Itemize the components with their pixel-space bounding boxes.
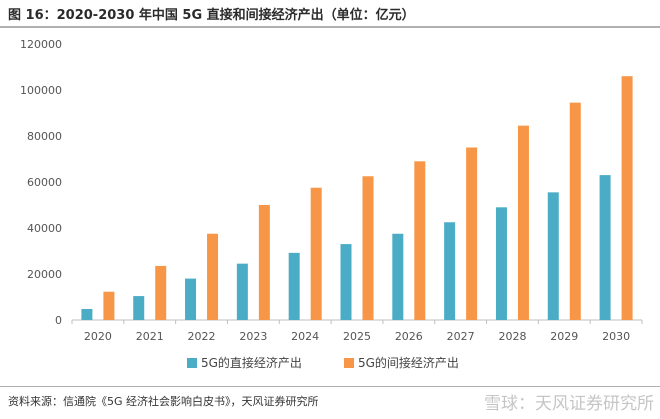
x-tick-label: 2027 [447, 330, 475, 343]
source-divider [0, 386, 660, 387]
legend-label-direct: 5G的直接经济产出 [201, 355, 302, 370]
title-divider [0, 26, 660, 28]
indirect-output-bar-2030 [621, 76, 633, 320]
direct-output-bar-2030 [599, 175, 611, 320]
legend: 5G的直接经济产出 5G的间接经济产出 [187, 355, 459, 370]
x-tick-label: 2030 [602, 330, 630, 343]
direct-output-bar-2023 [236, 263, 248, 320]
legend-swatch-direct [187, 358, 197, 368]
y-tick-label: 0 [55, 314, 62, 327]
direct-output-bar-2029 [547, 192, 559, 320]
direct-output-bar-2024 [288, 252, 300, 320]
x-tick-label: 2028 [498, 330, 526, 343]
direct-output-bar-2022 [185, 278, 197, 320]
indirect-output-bar-2026 [414, 161, 426, 320]
y-tick-label: 60000 [27, 176, 62, 189]
y-axis: 0 20000 40000 60000 80000 100000 120000 [20, 38, 62, 327]
indirect-output-bar-2025 [362, 176, 374, 320]
indirect-output-bar-2027 [466, 147, 478, 320]
indirect-output-bar-2029 [569, 102, 581, 321]
source-note: 资料来源：信通院《5G 经济社会影响白皮书》，天风证券研究所 [8, 395, 319, 408]
y-tick-label: 80000 [27, 130, 62, 143]
indirect-output-bar-2028 [517, 125, 529, 321]
x-tick-label: 2020 [84, 330, 112, 343]
x-tick-label: 2023 [239, 330, 267, 343]
indirect-output-bar-2022 [207, 233, 219, 320]
direct-output-bar-2021 [133, 296, 145, 320]
x-tick-label: 2025 [343, 330, 371, 343]
x-tick-label: 2029 [550, 330, 578, 343]
legend-label-indirect: 5G的间接经济产出 [358, 355, 459, 370]
x-tick-label: 2022 [188, 330, 216, 343]
direct-output-bar-2025 [340, 244, 352, 320]
y-tick-label: 40000 [27, 222, 62, 235]
direct-output-bar-2027 [444, 222, 456, 320]
direct-output-bar-2026 [392, 233, 404, 320]
direct-output-bar-2020 [81, 308, 93, 320]
watermark: 雪球：天风证券研究所 [484, 394, 654, 414]
figure-title: 图 16：2020-2030 年中国 5G 直接和间接经济产出（单位：亿元） [8, 8, 415, 23]
x-tick-label: 2024 [291, 330, 319, 343]
bars-group [81, 76, 633, 321]
indirect-output-bar-2024 [310, 187, 322, 320]
legend-swatch-indirect [344, 358, 354, 368]
y-tick-label: 120000 [20, 38, 62, 51]
x-axis: 2020 2021 2022 2023 2024 2025 2026 2027 2028 2029… [71, 320, 643, 343]
indirect-output-bar-2023 [258, 205, 270, 320]
y-tick-label: 100000 [20, 84, 62, 97]
x-tick-label: 2021 [136, 330, 164, 343]
indirect-output-bar-2021 [155, 265, 167, 320]
direct-output-bar-2028 [495, 207, 507, 320]
indirect-output-bar-2020 [103, 291, 115, 320]
x-tick-label: 2026 [395, 330, 423, 343]
y-tick-label: 20000 [27, 268, 62, 281]
